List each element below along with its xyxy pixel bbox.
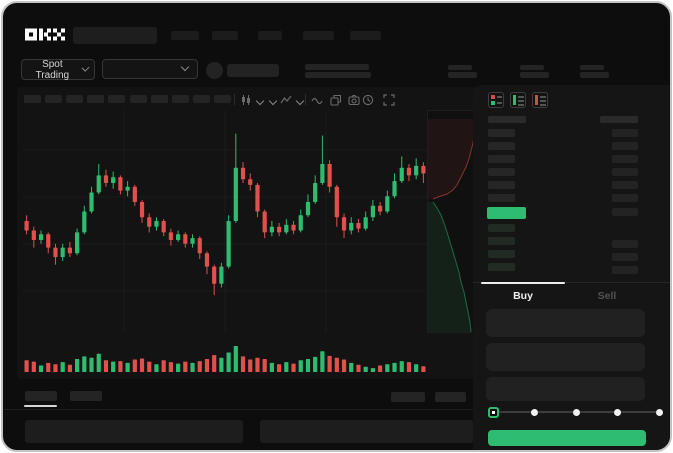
ask-price-skeleton	[488, 168, 515, 176]
bottom-panel-skeleton	[260, 420, 473, 443]
pair-select-dropdown[interactable]	[102, 59, 198, 79]
candlestick-chart[interactable]	[23, 110, 427, 333]
orderbook-header-skeleton	[488, 116, 526, 123]
chevron-down-icon	[180, 62, 190, 72]
pair-name-skeleton	[227, 64, 279, 77]
ask-amount-skeleton	[612, 194, 638, 202]
amount-skeleton	[612, 208, 638, 216]
header-search-skeleton	[73, 27, 157, 44]
ask-amount-skeleton	[612, 129, 638, 137]
chart-module	[17, 87, 483, 379]
total-input-skeleton[interactable]	[486, 377, 645, 401]
history-tab-skeleton[interactable]	[70, 391, 102, 401]
slider-stop[interactable]	[531, 408, 538, 416]
interval-skeleton-item	[24, 95, 41, 103]
line-tool-icon[interactable]	[310, 93, 324, 107]
stat-label-skeleton	[520, 65, 544, 70]
chart-style-icon[interactable]	[239, 93, 253, 107]
stat-label-skeleton	[580, 65, 604, 70]
history-icon[interactable]	[361, 93, 375, 107]
slider-handle[interactable]	[487, 406, 499, 418]
nav-skeleton-item	[350, 31, 381, 40]
chevron-down-icon[interactable]	[253, 96, 267, 110]
price-input-skeleton[interactable]	[486, 309, 645, 337]
orderbook-view-asks-icon[interactable]	[532, 92, 548, 108]
slider-stop[interactable]	[572, 408, 580, 416]
stat-value-skeleton	[448, 72, 477, 78]
ask-price-skeleton	[488, 155, 515, 163]
chevron-down-icon	[81, 63, 90, 72]
bid-price-skeleton	[488, 237, 515, 245]
depth-chart	[427, 110, 482, 333]
bid-price-skeleton	[488, 224, 515, 232]
interval-skeleton-item	[192, 95, 210, 103]
interval-skeleton-item	[108, 95, 126, 103]
slider-stop[interactable]	[614, 408, 621, 416]
interval-skeleton-item	[129, 95, 147, 103]
nav-skeleton-item	[258, 31, 282, 40]
bid-price-skeleton	[488, 263, 515, 271]
orderbook-header-skeleton	[600, 116, 638, 123]
ask-amount-skeleton	[612, 142, 638, 150]
price-sub-skeleton	[305, 72, 371, 78]
interval-skeleton-item	[87, 95, 105, 103]
orderbook-view-both-icon[interactable]	[488, 92, 504, 108]
ask-price-skeleton	[488, 181, 515, 189]
price-skeleton	[305, 64, 369, 70]
ask-amount-skeleton	[612, 181, 638, 189]
market-type-label: Spot Trading	[35, 58, 70, 81]
last-price-indicator[interactable]	[487, 207, 526, 219]
active-tab-indicator	[481, 282, 565, 284]
interval-skeleton-item	[171, 95, 189, 103]
volume-chart	[24, 346, 426, 372]
toolbar-divider	[234, 94, 235, 105]
nav-skeleton-item	[212, 31, 238, 40]
nav-skeleton-item	[171, 31, 199, 40]
nav-skeleton-item	[303, 31, 334, 40]
ask-amount-skeleton	[612, 155, 638, 163]
interval-skeleton-item	[45, 95, 63, 103]
indicators-icon[interactable]	[279, 93, 293, 107]
ask-price-skeleton	[488, 142, 515, 150]
fullscreen-icon[interactable]	[382, 93, 396, 107]
interval-skeleton-item	[213, 95, 231, 103]
bottom-action-skeleton	[391, 392, 425, 402]
bottom-action-skeleton	[435, 392, 466, 402]
bottom-panel-skeleton	[25, 420, 243, 443]
ask-price-skeleton	[488, 129, 515, 137]
divider	[3, 409, 473, 410]
stat-label-skeleton	[448, 65, 472, 70]
interval-skeleton-item	[150, 95, 168, 103]
market-type-dropdown[interactable]: Spot Trading	[21, 58, 95, 81]
okx-logo	[25, 28, 65, 41]
slider-stop[interactable]	[655, 408, 663, 416]
interval-skeleton-item	[66, 95, 84, 103]
compare-icon[interactable]	[329, 93, 343, 107]
stat-value-skeleton	[580, 72, 609, 78]
orderbook-view-bids-icon[interactable]	[510, 92, 526, 108]
ask-price-skeleton	[488, 194, 515, 202]
bid-amount-skeleton	[612, 266, 638, 274]
bid-amount-skeleton	[612, 240, 638, 248]
tab-sell[interactable]: Sell	[597, 290, 617, 302]
bid-price-skeleton	[488, 250, 515, 258]
chevron-down-icon[interactable]	[266, 96, 280, 110]
ask-amount-skeleton	[612, 168, 638, 176]
tab-buy[interactable]: Buy	[513, 290, 533, 302]
screenshot-icon[interactable]	[347, 93, 361, 107]
active-tab-indicator	[24, 405, 57, 407]
buy-submit-button[interactable]	[488, 430, 646, 446]
bid-amount-skeleton	[612, 253, 638, 261]
orders-tab-skeleton[interactable]	[25, 391, 57, 401]
token-icon-placeholder	[206, 62, 223, 79]
divider	[473, 282, 670, 283]
amount-input-skeleton[interactable]	[486, 343, 645, 371]
stat-value-skeleton	[520, 72, 549, 78]
toolbar-divider	[305, 94, 306, 105]
